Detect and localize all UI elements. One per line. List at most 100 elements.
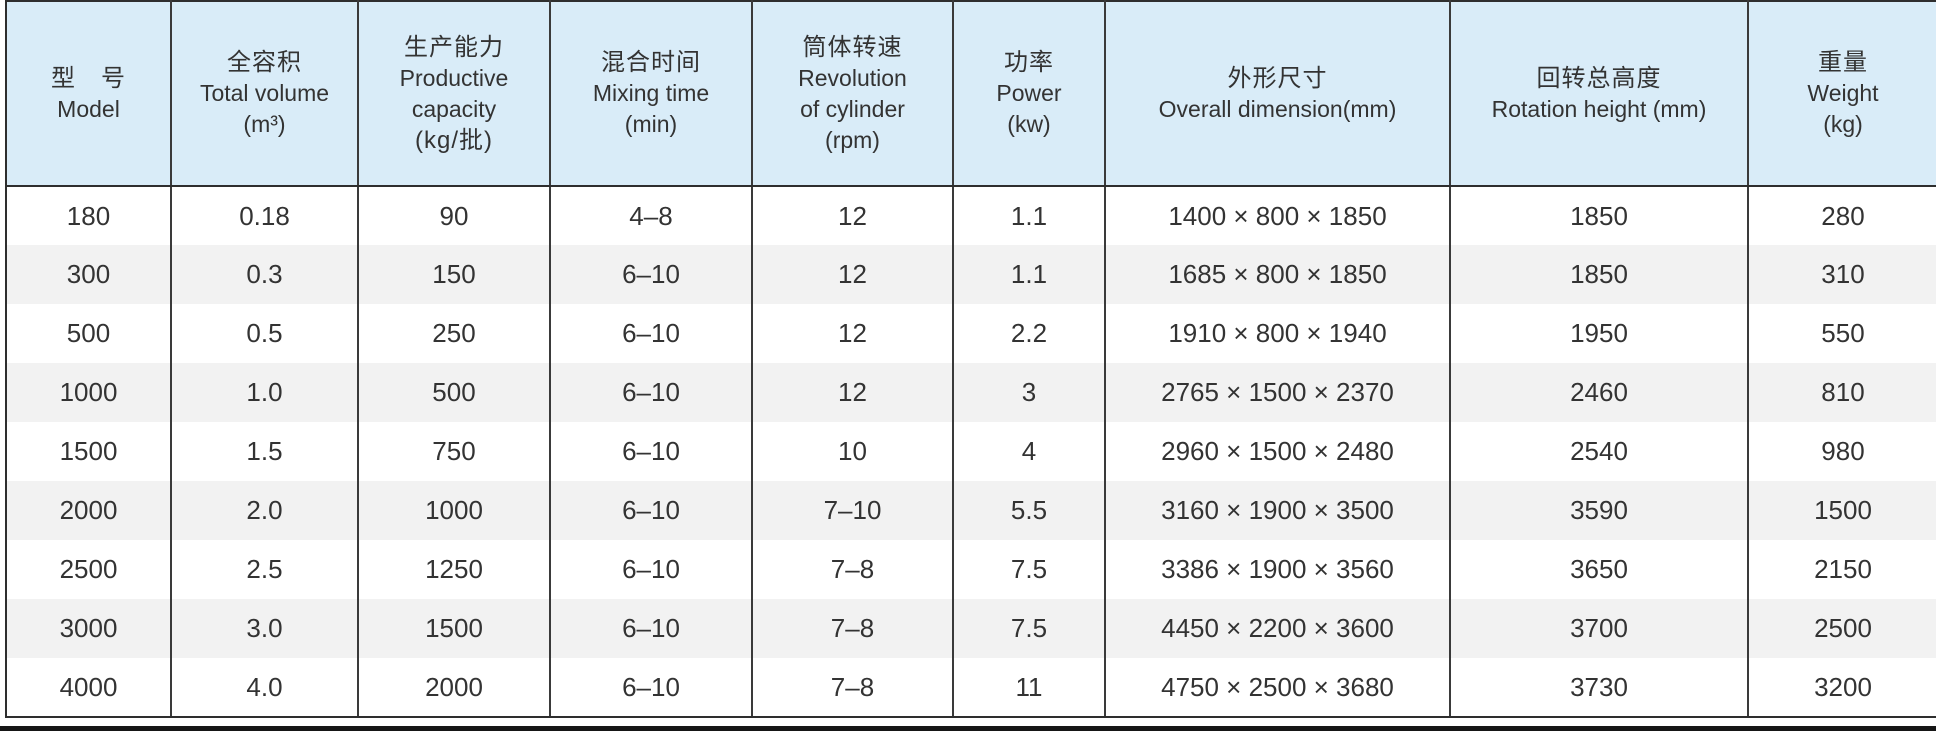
cell-total-volume: 1.0	[171, 363, 359, 422]
cell-power: 1.1	[953, 186, 1106, 245]
cell-weight: 3200	[1748, 658, 1936, 718]
cell-rotation-height: 3650	[1450, 540, 1749, 599]
cell-revolution: 7–8	[752, 658, 954, 718]
cell-model: 2000	[6, 481, 172, 540]
cell-total-volume: 4.0	[171, 658, 359, 718]
cell-power: 7.5	[953, 599, 1106, 658]
cell-revolution: 12	[752, 186, 954, 245]
header-line: capacity	[411, 95, 497, 122]
cell-weight: 2150	[1748, 540, 1936, 599]
cell-overall-dimension: 3160 × 1900 × 3500	[1105, 481, 1451, 540]
cell-mixing-time: 6–10	[550, 422, 753, 481]
column-header-total-volume: 全容积 Total volume (m³)	[171, 1, 359, 187]
header-line: 功率	[1004, 49, 1054, 76]
header-line: 重量	[1818, 49, 1868, 76]
table-row-model-2500: 2500 2.5 1250 6–10 7–8 7.5 3386 × 1900 × 3560 3…	[6, 540, 1936, 599]
cell-revolution: 10	[752, 422, 954, 481]
header-line: 生产能力	[404, 33, 504, 61]
column-header-weight: 重量 Weight (kg)	[1748, 1, 1936, 187]
header-line: (kg/批)	[415, 126, 493, 154]
cell-power: 4	[953, 422, 1106, 481]
column-header-productive-capacity: 生产能力 Productive capacity (kg/批)	[358, 1, 551, 187]
cell-power: 3	[953, 363, 1106, 422]
cell-revolution: 7–8	[752, 599, 954, 658]
cell-power: 1.1	[953, 245, 1106, 304]
header-line: (kw)	[1007, 111, 1051, 137]
cell-model: 300	[6, 245, 172, 304]
cell-overall-dimension: 3386 × 1900 × 3560	[1105, 540, 1451, 599]
cell-power: 2.2	[953, 304, 1106, 363]
cell-productive-capacity: 750	[358, 422, 551, 481]
header-line: Overall dimension(mm)	[1158, 95, 1397, 122]
cell-mixing-time: 6–10	[550, 599, 753, 658]
cell-power: 11	[953, 658, 1106, 718]
cell-overall-dimension: 1910 × 800 × 1940	[1105, 304, 1451, 363]
header-line: Total volume	[199, 80, 330, 106]
cell-revolution: 12	[752, 245, 954, 304]
header-line: (m³)	[243, 111, 286, 137]
cell-weight: 550	[1748, 304, 1936, 363]
table-row-model-3000: 3000 3.0 1500 6–10 7–8 7.5 4450 × 2200 × 3600 3…	[6, 599, 1936, 658]
cell-weight: 980	[1748, 422, 1936, 481]
cell-productive-capacity: 1250	[358, 540, 551, 599]
cell-total-volume: 0.3	[171, 245, 359, 304]
cell-mixing-time: 6–10	[550, 304, 753, 363]
header-line: 型 号	[51, 64, 126, 92]
cell-productive-capacity: 1500	[358, 599, 551, 658]
header-line: 筒体转速	[802, 33, 903, 61]
cell-rotation-height: 1850	[1450, 245, 1749, 304]
table-row-model-1000: 1000 1.0 500 6–10 12 3 2765 × 1500 × 2370 2460 8…	[6, 363, 1936, 422]
cell-rotation-height: 1850	[1450, 186, 1749, 245]
cell-model: 4000	[6, 658, 172, 718]
cell-weight: 310	[1748, 245, 1936, 304]
cell-mixing-time: 4–8	[550, 186, 753, 245]
cell-rotation-height: 2540	[1450, 422, 1749, 481]
column-header-rotation-height: 回转总高度 Rotation height (mm)	[1450, 1, 1749, 187]
header-line: 外形尺寸	[1227, 64, 1328, 92]
table-row-model-300: 300 0.3 150 6–10 12 1.1 1685 × 800 × 1850 1850 3…	[6, 245, 1936, 304]
cell-power: 7.5	[953, 540, 1106, 599]
cell-productive-capacity: 90	[358, 186, 551, 245]
cell-revolution: 7–10	[752, 481, 954, 540]
cell-mixing-time: 6–10	[550, 481, 753, 540]
column-header-power: 功率 Power (kw)	[953, 1, 1106, 187]
cell-overall-dimension: 2765 × 1500 × 2370	[1105, 363, 1451, 422]
cell-total-volume: 3.0	[171, 599, 359, 658]
cell-overall-dimension: 1400 × 800 × 1850	[1105, 186, 1451, 245]
cell-total-volume: 2.5	[171, 540, 359, 599]
table-row-model-4000: 4000 4.0 2000 6–10 7–8 11 4750 × 2500 × 3680 37…	[6, 658, 1936, 718]
header-line: (min)	[624, 111, 678, 137]
cell-overall-dimension: 2960 × 1500 × 2480	[1105, 422, 1451, 481]
header-line: Mixing time	[592, 80, 710, 106]
header-line: 混合时间	[601, 49, 701, 76]
table-row-model-500: 500 0.5 250 6–10 12 2.2 1910 × 800 × 1940 1950 5…	[6, 304, 1936, 363]
cell-model: 1500	[6, 422, 172, 481]
cell-weight: 810	[1748, 363, 1936, 422]
cell-productive-capacity: 2000	[358, 658, 551, 718]
cell-revolution: 12	[752, 304, 954, 363]
cell-mixing-time: 6–10	[550, 363, 753, 422]
cell-model: 3000	[6, 599, 172, 658]
column-header-overall-dimension: 外形尺寸 Overall dimension(mm)	[1105, 1, 1451, 187]
cell-productive-capacity: 1000	[358, 481, 551, 540]
table-row-model-180: 180 0.18 90 4–8 12 1.1 1400 × 800 × 1850 1850 28…	[6, 186, 1936, 245]
cell-revolution: 12	[752, 363, 954, 422]
cell-model: 2500	[6, 540, 172, 599]
table-row-model-2000: 2000 2.0 1000 6–10 7–10 5.5 3160 × 1900 × 3500…	[6, 481, 1936, 540]
column-header-model: 型 号 Model	[6, 1, 172, 187]
cell-total-volume: 0.18	[171, 186, 359, 245]
cell-rotation-height: 3700	[1450, 599, 1749, 658]
cell-model: 180	[6, 186, 172, 245]
bottom-rule	[0, 726, 1936, 731]
cell-productive-capacity: 500	[358, 363, 551, 422]
cell-mixing-time: 6–10	[550, 540, 753, 599]
header-line: Rotation height (mm)	[1491, 95, 1707, 122]
cell-model: 1000	[6, 363, 172, 422]
cell-revolution: 7–8	[752, 540, 954, 599]
cell-productive-capacity: 150	[358, 245, 551, 304]
cell-rotation-height: 2460	[1450, 363, 1749, 422]
cell-mixing-time: 6–10	[550, 245, 753, 304]
cell-overall-dimension: 1685 × 800 × 1850	[1105, 245, 1451, 304]
cell-total-volume: 0.5	[171, 304, 359, 363]
